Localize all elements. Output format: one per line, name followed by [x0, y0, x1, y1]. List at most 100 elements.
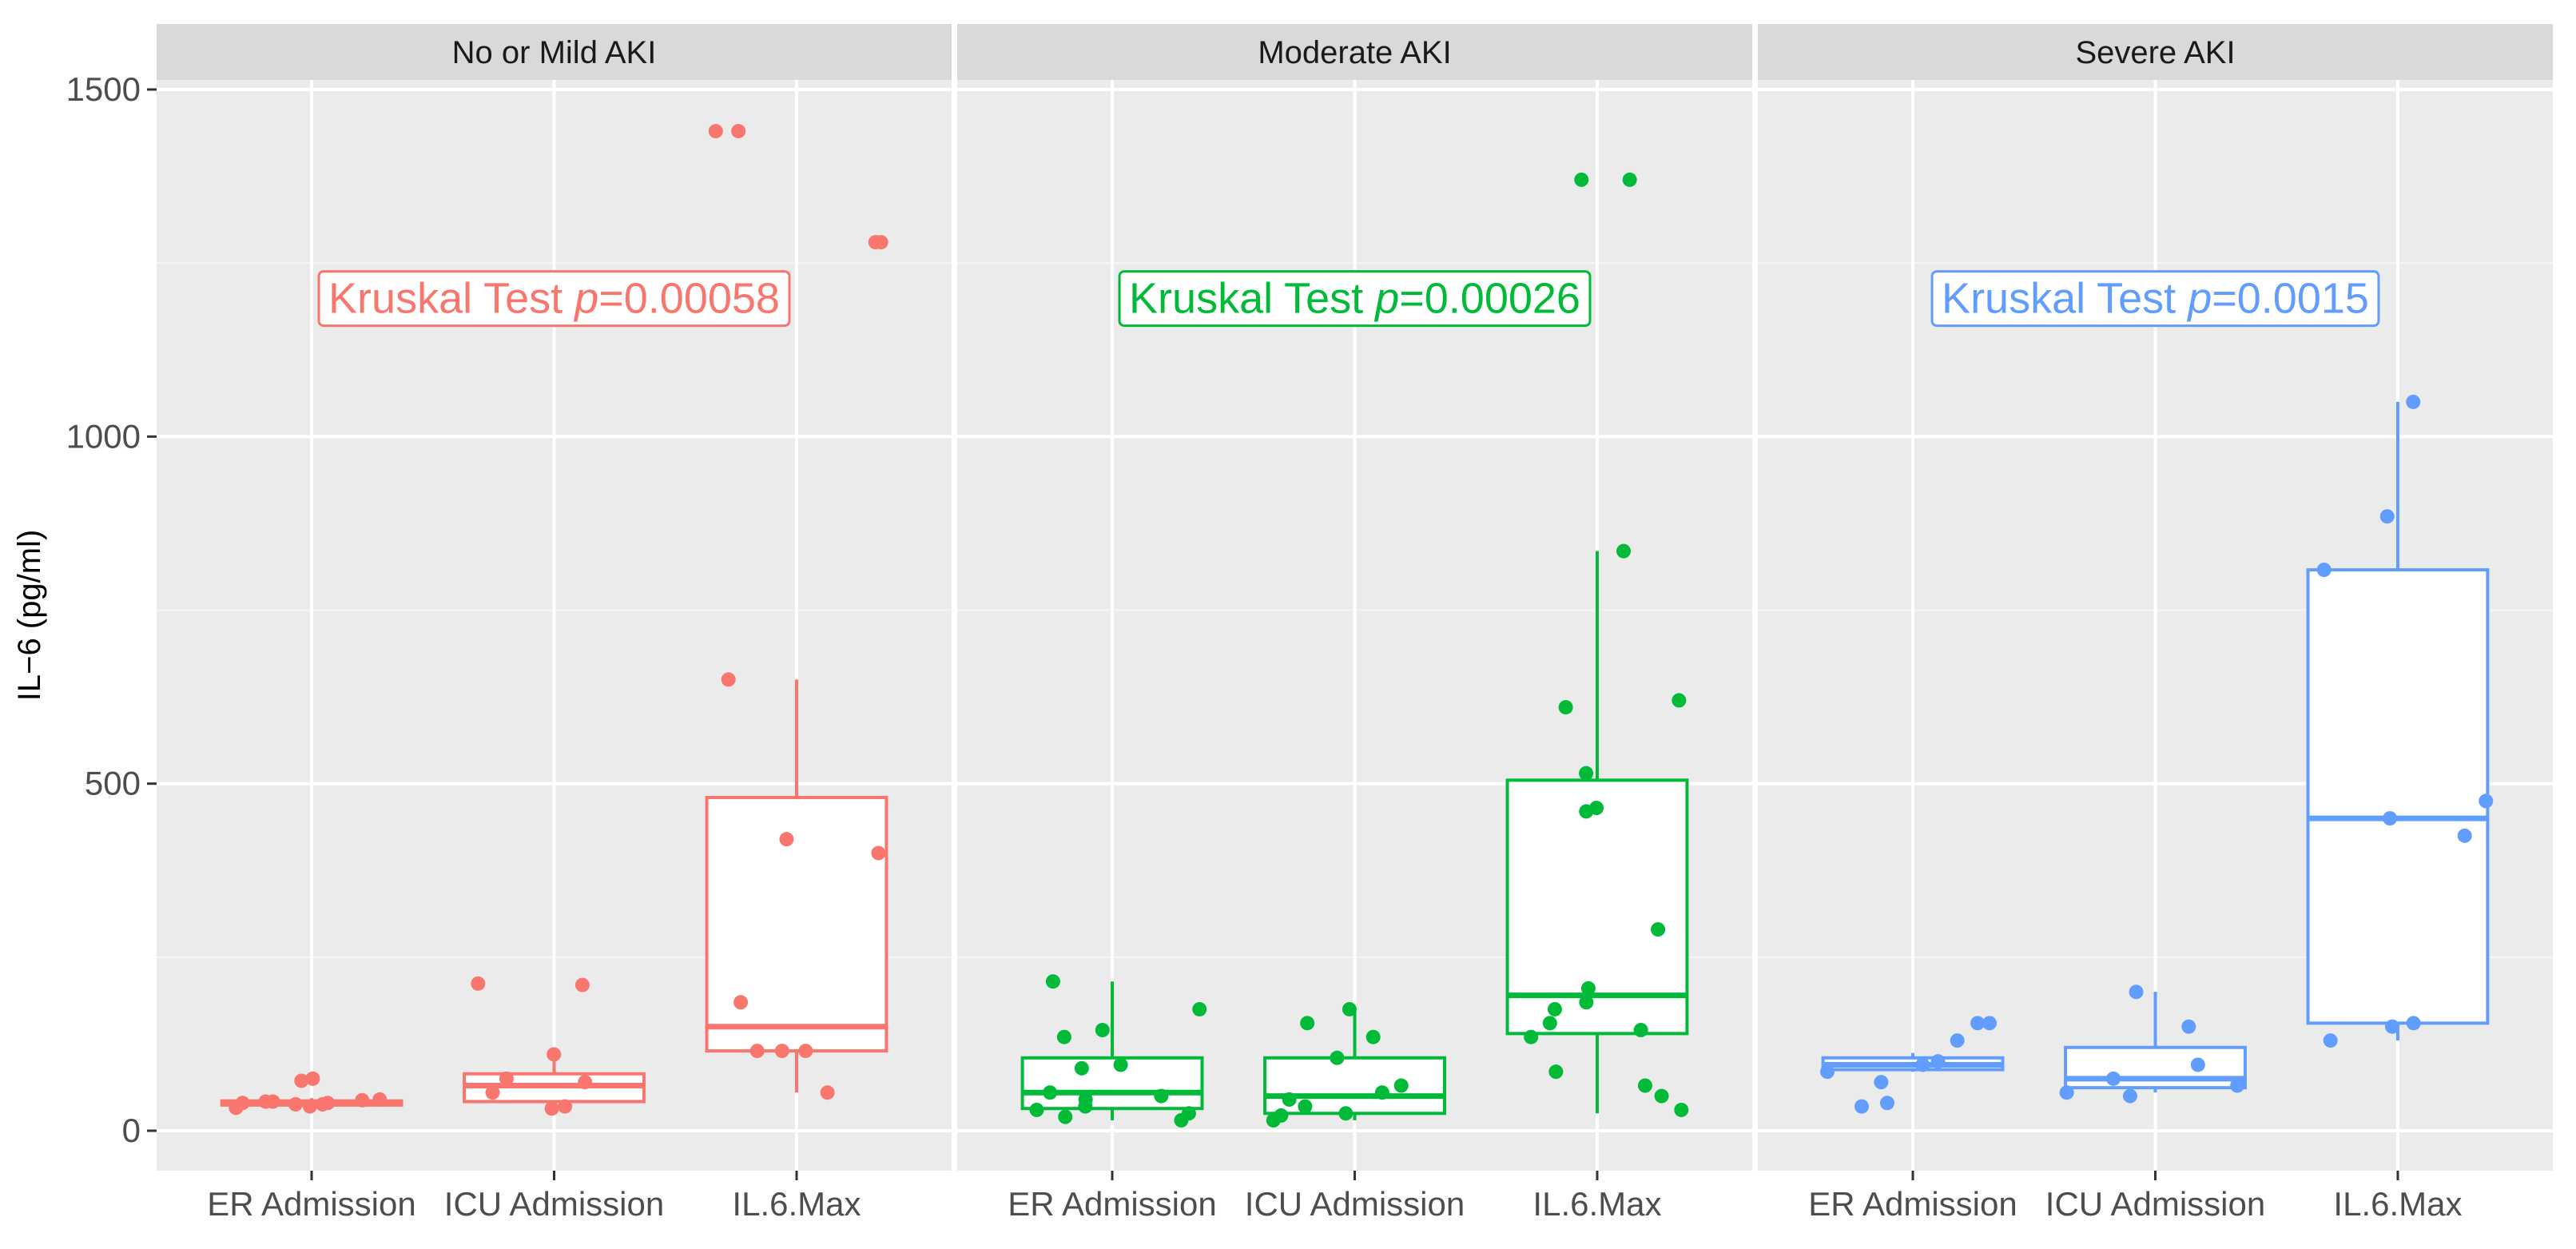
data-point — [1192, 1001, 1207, 1016]
data-point — [1854, 1099, 1869, 1114]
x-tick-label: ICU Admission — [1245, 1185, 1465, 1223]
data-point — [2323, 1033, 2338, 1048]
data-point — [1616, 543, 1632, 559]
iqr-box — [2064, 1045, 2247, 1090]
data-point — [1982, 1016, 1998, 1031]
data-point — [2406, 1016, 2421, 1031]
y-tick-label: 1500 — [66, 70, 141, 108]
iqr-box — [1263, 1056, 1446, 1116]
x-tick-label: ER Admission — [1808, 1185, 2017, 1223]
data-point — [1637, 1078, 1652, 1093]
data-point — [1579, 995, 1594, 1010]
annotation-prefix: Kruskal Test — [1129, 275, 1375, 323]
x-tick-label: ICU Admission — [444, 1185, 664, 1223]
data-point — [1330, 1050, 1345, 1065]
data-point — [1950, 1033, 1965, 1048]
data-point — [1524, 1029, 1539, 1044]
data-point — [721, 672, 736, 687]
data-point — [1078, 1099, 1093, 1114]
box-er-admission — [1821, 1052, 2005, 1072]
annotation-prefix: Kruskal Test — [1942, 275, 2188, 323]
facet-panel: No or Mild AKI Kruskal Test p=0.00058 ER A… — [157, 24, 952, 1223]
data-point — [2190, 1057, 2205, 1072]
data-point — [2316, 563, 2332, 578]
y-tick-label: 1000 — [66, 417, 141, 455]
data-point — [1820, 1064, 1835, 1080]
annotation-p-symbol: p — [573, 275, 598, 323]
data-point — [1633, 1023, 1648, 1038]
data-point — [265, 1094, 280, 1109]
box-il-6-max — [2306, 401, 2490, 1041]
data-point — [2385, 1019, 2400, 1034]
data-point — [733, 995, 749, 1010]
y-tick-label: 500 — [85, 765, 141, 802]
data-point — [2181, 1019, 2196, 1034]
box-il-6-max — [705, 679, 888, 1093]
data-point — [1266, 1112, 1281, 1128]
data-point — [2479, 794, 2494, 809]
data-point — [2379, 509, 2395, 524]
kruskal-annotation: Kruskal Test p=0.0015 — [1942, 275, 2369, 323]
facet-strip — [157, 24, 952, 80]
data-point — [302, 1099, 317, 1114]
data-point — [731, 124, 746, 139]
data-point — [2457, 828, 2472, 843]
data-point — [1651, 922, 1666, 937]
data-point — [1342, 1001, 1357, 1016]
data-point — [2106, 1071, 2121, 1086]
data-point — [372, 1092, 388, 1107]
x-tick-label: ER Admission — [207, 1185, 415, 1223]
data-point — [547, 1047, 562, 1062]
annotation-p-symbol: p — [1373, 275, 1399, 323]
annotation-box — [1118, 270, 1592, 328]
data-point — [1879, 1096, 1894, 1111]
data-point — [1915, 1057, 1930, 1072]
x-tick-label: ER Admission — [1008, 1185, 1216, 1223]
annotation-box — [1930, 270, 2380, 328]
facet-panel: Moderate AKI Kruskal Test p=0.00026 ER Adm… — [957, 24, 1752, 1223]
data-point — [1366, 1029, 1381, 1044]
annotation-box — [317, 270, 791, 328]
iqr-box — [1505, 778, 1689, 1036]
facet-strip-label: No or Mild AKI — [452, 35, 657, 70]
data-point — [820, 1085, 835, 1100]
data-point — [1558, 700, 1573, 715]
facet-strip-label: Moderate AKI — [1258, 35, 1451, 70]
data-point — [779, 832, 794, 847]
data-point — [1043, 1085, 1058, 1100]
facet-strip — [957, 24, 1752, 80]
box-icu-admission — [2064, 992, 2247, 1093]
data-point — [1622, 172, 1637, 187]
data-point — [774, 1044, 789, 1059]
iqr-box — [2306, 568, 2490, 1025]
data-point — [1174, 1112, 1189, 1128]
y-axis: 0 500 1000 1500 — [66, 70, 157, 1149]
data-point — [1095, 1023, 1110, 1038]
data-point — [1298, 1099, 1313, 1114]
facet-panel: Severe AKI Kruskal Test p=0.0015 ER Admiss… — [1758, 24, 2553, 1223]
data-point — [1074, 1060, 1089, 1076]
data-point — [1930, 1054, 1946, 1069]
iqr-box — [1020, 1056, 1204, 1111]
data-point — [499, 1071, 514, 1086]
box-er-admission — [1020, 981, 1204, 1120]
data-point — [2122, 1088, 2137, 1104]
data-point — [288, 1096, 303, 1112]
data-point — [871, 845, 886, 861]
data-point — [1154, 1088, 1169, 1104]
annotation-value: =0.0015 — [2212, 275, 2369, 323]
data-point — [1580, 981, 1596, 996]
data-point — [873, 235, 888, 250]
data-point — [1672, 693, 1687, 708]
data-point — [2383, 811, 2398, 826]
facet-strip — [1758, 24, 2553, 80]
iqr-box — [705, 796, 888, 1053]
data-point — [1338, 1106, 1354, 1121]
data-point — [305, 1071, 320, 1086]
data-point — [1579, 804, 1594, 819]
data-point — [1874, 1075, 1889, 1090]
data-point — [294, 1073, 309, 1088]
data-point — [229, 1100, 244, 1116]
annotation-value: =0.00058 — [598, 275, 780, 323]
